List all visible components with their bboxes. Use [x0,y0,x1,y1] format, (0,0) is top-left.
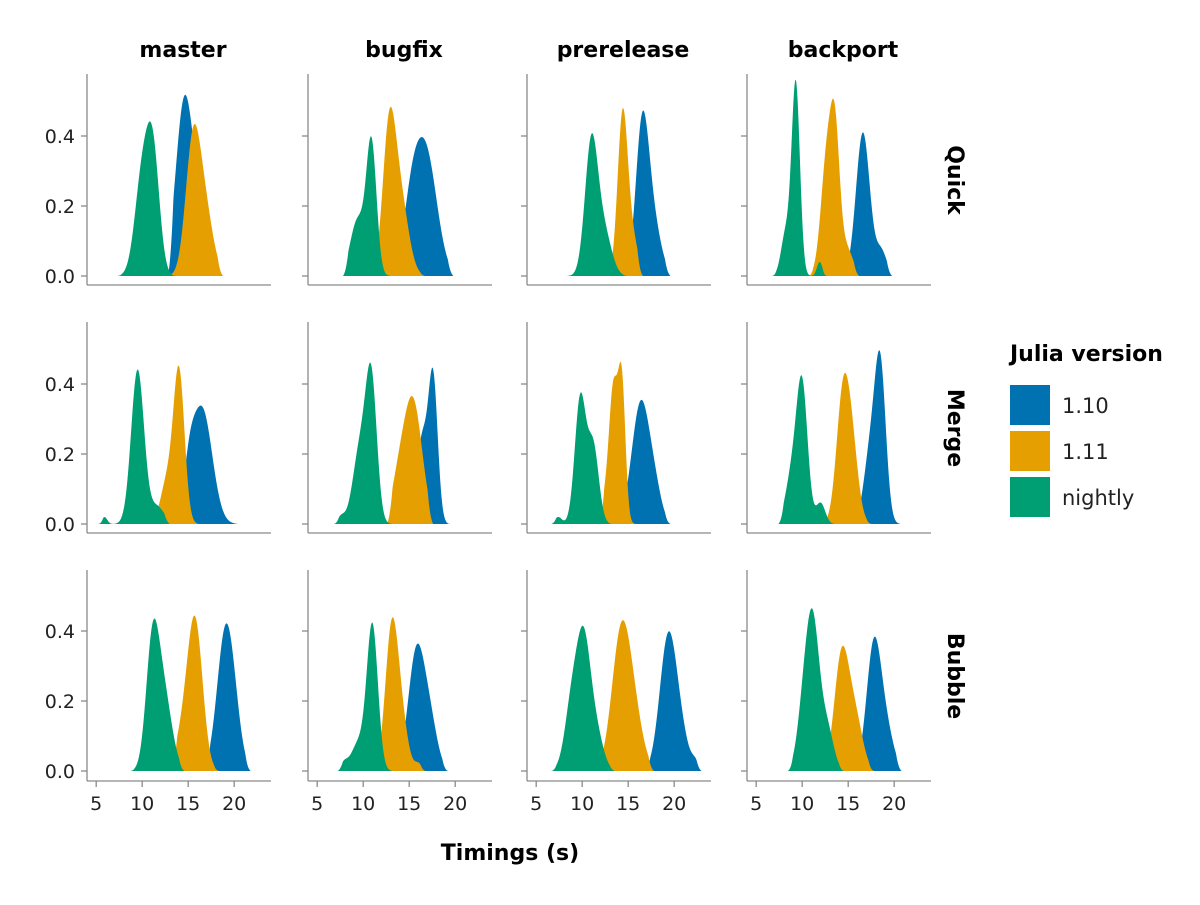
legend-swatch-nightly [1010,477,1050,517]
y-tick-label: 0.4 [45,126,75,148]
legend-label-nightly: nightly [1062,486,1134,510]
y-tick-label: 0.2 [45,691,75,713]
row-title-quick: Quick [942,145,967,216]
x-tick-label: 15 [176,793,200,815]
panel-master-merge: 0.0 0.2 0.4 [45,322,271,536]
density-nightly [770,79,828,276]
x-tick-label: 10 [790,793,814,815]
panel-bugfix-quick [302,74,492,286]
panel-master-bubble: 0.0 0.2 0.4 5 10 15 20 [45,570,271,815]
density-1-11 [166,124,224,276]
legend: Julia version 1.10 1.11 nightly [1008,342,1163,517]
y-tick-label: 0.0 [45,761,75,783]
density-1-11 [151,365,202,524]
density-1-10 [855,636,902,771]
y-tick-label: 0.0 [45,514,75,536]
density-nightly [778,375,838,524]
column-title-backport: backport [788,38,899,63]
x-tick-label: 5 [311,793,323,815]
y-tick-label: 0.2 [45,196,75,218]
x-tick-label: 20 [443,793,467,815]
panel-backport-bubble: 5 10 15 20 [741,570,931,815]
x-tick-label: 5 [90,793,102,815]
panel-prerelease-bubble: 5 10 15 20 [521,570,711,815]
x-tick-label: 20 [662,793,686,815]
x-tick-label: 20 [882,793,906,815]
density-1-11 [372,106,426,276]
density-1-11 [822,372,873,524]
x-tick-label: 5 [530,793,542,815]
density-1-11 [376,617,426,771]
density-1-10 [398,137,454,276]
y-tick-label: 0.4 [45,374,75,396]
density-1-10 [644,631,702,771]
density-1-10 [844,132,893,276]
row-title-merge: Merge [942,389,967,467]
density-1-10 [396,643,448,771]
density-1-10 [619,399,671,524]
density-nightly [561,133,629,276]
density-nightly [129,618,185,771]
x-tick-label: 15 [397,793,421,815]
density-nightly [337,622,397,771]
legend-label-1-11: 1.11 [1062,440,1109,464]
x-tick-label: 10 [351,793,375,815]
panel-bugfix-bubble: 5 10 15 20 [302,570,492,815]
density-1-10 [177,405,240,524]
density-1-11 [171,615,220,771]
density-1-11 [598,361,643,524]
density-nightly [550,625,616,771]
x-tick-label: 5 [750,793,762,815]
density-nightly [550,392,614,524]
column-title-prerelease: prerelease [557,38,690,63]
y-tick-label: 0.2 [45,444,75,466]
density-1-10 [204,623,251,771]
x-axis-title: Timings (s) [441,841,579,866]
density-nightly [116,121,178,276]
legend-swatch-1-11 [1010,431,1050,471]
x-tick-label: 15 [836,793,860,815]
density-1-11 [807,98,860,277]
density-nightly [787,608,845,771]
x-tick-label: 10 [570,793,594,815]
density-nightly [342,136,395,276]
density-1-11 [387,396,434,524]
density-1-10 [855,350,904,524]
legend-label-1-10: 1.10 [1062,394,1109,418]
legend-swatch-1-10 [1010,385,1050,425]
panel-backport-quick [741,74,931,286]
panel-prerelease-quick [521,74,711,286]
panel-bugfix-merge [302,322,492,534]
density-nightly [98,369,170,524]
density-1-11 [820,645,874,771]
column-title-bugfix: bugfix [365,38,443,63]
density-1-11 [596,620,654,771]
column-title-master: master [139,38,226,63]
legend-title: Julia version [1008,342,1163,367]
y-tick-label: 0.0 [45,266,75,288]
facet-titles: master bugfix prerelease backport Quick Merge… [139,38,967,719]
panel-master-quick: 0.0 0.2 0.4 [45,74,271,288]
row-title-bubble: Bubble [942,633,967,719]
density-1-11 [606,108,643,276]
panel-backport-merge [741,322,931,534]
y-tick-label: 0.4 [45,621,75,643]
x-tick-label: 15 [616,793,640,815]
density-1-10 [624,110,671,276]
x-tick-label: 20 [222,793,246,815]
x-tick-label: 10 [130,793,154,815]
density-nightly [333,362,397,524]
panel-prerelease-merge [521,322,711,534]
panels-layer: 0.0 0.2 0.4 0.0 0.2 0.4 0.0 0.2 0.4 5 10 15 20 5 10 15 2… [45,74,931,815]
